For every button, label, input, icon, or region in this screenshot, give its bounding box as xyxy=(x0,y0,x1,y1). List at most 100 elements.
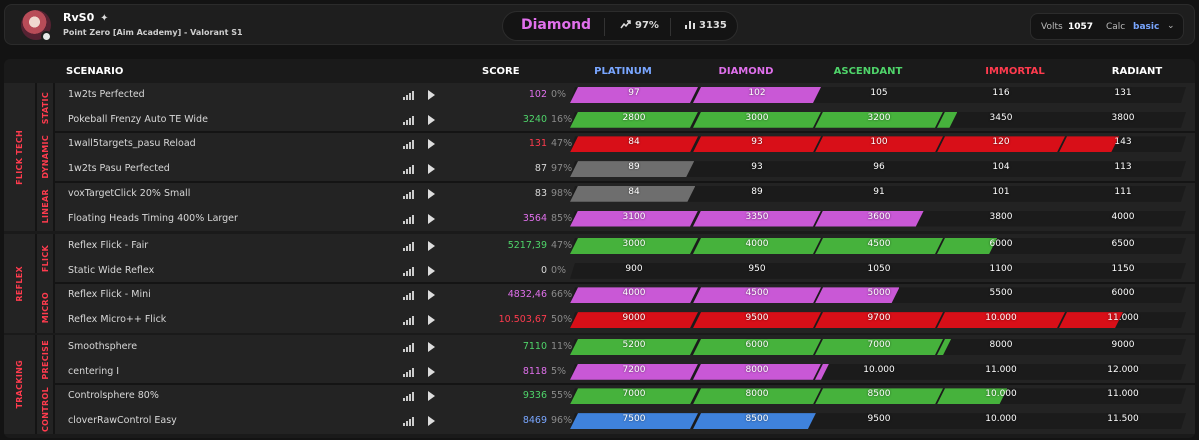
signal-bar xyxy=(403,322,405,326)
scenario-percent: 66% xyxy=(551,289,573,301)
volts-value: 1057 xyxy=(1068,22,1094,32)
threshold-ascendant: 96 xyxy=(873,162,885,173)
progress-segment xyxy=(937,136,1065,152)
signal-icon[interactable] xyxy=(403,417,414,427)
play-icon[interactable] xyxy=(428,90,435,100)
scenario-percent: 98% xyxy=(551,187,573,199)
play-icon[interactable] xyxy=(428,114,435,125)
category-label: REFLEX xyxy=(4,234,37,333)
scenario-row[interactable]: voxTargetClick 20% Small 83 98% 84 89 91 101 11… xyxy=(55,182,1195,207)
signal-icon[interactable] xyxy=(403,343,414,352)
signal-icon[interactable] xyxy=(403,189,414,199)
scenario-row[interactable]: Floating Heads Timing 400% Larger 3564 85%… xyxy=(55,207,1195,232)
threshold-radiant: 111 xyxy=(1114,186,1132,197)
scenario-name[interactable]: cloverRawControl Easy xyxy=(68,415,177,427)
scenario-name[interactable]: Floating Heads Timing 400% Larger xyxy=(68,212,238,224)
scenario-row[interactable]: Static Wide Reflex 0 0% 900 950 1050 1100 1150 xyxy=(55,259,1195,284)
threshold-diamond: 3000 xyxy=(745,112,769,123)
scenario-row[interactable]: 1w2ts Pasu Perfected 87 97% 89 93 96 104 113 xyxy=(55,157,1195,182)
scenario-row[interactable]: Pokeball Frenzy Auto TE Wide 3240 16% 2800 3… xyxy=(55,108,1195,133)
scenario-name[interactable]: 1w2ts Pasu Perfected xyxy=(68,163,170,175)
scenario-name[interactable]: Pokeball Frenzy Auto TE Wide xyxy=(68,113,208,125)
scenario-row[interactable]: Reflex Flick - Mini 4832,46 66% 4000 4500 500… xyxy=(55,283,1195,308)
signal-icon[interactable] xyxy=(403,316,414,326)
threshold-platinum: 97 xyxy=(628,88,640,98)
play-icon[interactable] xyxy=(428,342,435,352)
threshold-immortal: 10.000 xyxy=(985,313,1017,324)
scenario-name[interactable]: voxTargetClick 20% Small xyxy=(68,187,191,199)
scenario-percent: 97% xyxy=(551,163,573,175)
threshold-radiant: 11.000 xyxy=(1107,389,1139,400)
play-icon[interactable] xyxy=(428,241,435,251)
play-icon[interactable] xyxy=(428,391,435,402)
category-block-reflex: REFLEX FLICK Reflex Flick - Fair 5217,39 47%… xyxy=(4,234,1195,333)
scenario-row[interactable]: Reflex Micro++ Flick 10.503,67 50% 9000 9500… xyxy=(55,308,1195,333)
energy-value: 3135 xyxy=(699,20,727,31)
signal-icon[interactable] xyxy=(403,115,414,125)
chevron-down-icon[interactable]: ⌄ xyxy=(1167,21,1175,31)
volts-calc-selector[interactable]: Volts 1057 Calc basic ⌄ xyxy=(1030,13,1184,40)
signal-icon[interactable] xyxy=(403,367,414,377)
scenario-name[interactable]: Reflex Flick - Mini xyxy=(68,289,151,301)
play-icon[interactable] xyxy=(428,416,435,427)
threshold-radiant: 6500 xyxy=(1111,239,1135,249)
play-icon[interactable] xyxy=(428,315,435,326)
play-icon[interactable] xyxy=(428,290,435,301)
threshold-diamond: 4000 xyxy=(745,239,769,249)
scenario-score: 4832,46 xyxy=(507,289,547,301)
scenario-name[interactable]: centering I xyxy=(68,365,120,377)
signal-icon[interactable] xyxy=(403,140,414,150)
signal-icon[interactable] xyxy=(403,291,414,301)
signal-bar xyxy=(409,369,411,377)
play-icon[interactable] xyxy=(428,265,435,276)
progress-segment xyxy=(937,238,997,254)
scenario-row[interactable]: Controlsphere 80% 9336 55% 7000 8000 8500 10.0… xyxy=(55,384,1195,409)
signal-bar xyxy=(409,345,411,352)
progress-segment xyxy=(815,136,943,152)
header-platinum: PLATINUM xyxy=(594,66,652,77)
scenario-row[interactable]: Smoothsphere 7110 11% 5200 6000 7000 8000 9000 xyxy=(55,335,1195,360)
progress-segment xyxy=(815,388,943,404)
signal-bar xyxy=(406,421,408,427)
scenario-row[interactable]: centering I 8118 5% 7200 8000 10.000 11.000 12.… xyxy=(55,360,1195,385)
threshold-diamond: 950 xyxy=(748,263,766,274)
scenario-row[interactable]: 1wall5targets_pasu Reload 131 47% 84 93 100 12… xyxy=(55,132,1195,157)
signal-icon[interactable] xyxy=(403,214,414,224)
signal-icon[interactable] xyxy=(403,266,414,276)
scenario-name[interactable]: Smoothsphere xyxy=(68,341,138,352)
scenario-name[interactable]: 1w2ts Perfected xyxy=(68,89,145,100)
signal-icon[interactable] xyxy=(403,165,414,175)
scenario-name[interactable]: 1wall5targets_pasu Reload xyxy=(68,138,196,150)
play-icon[interactable] xyxy=(428,366,435,377)
threshold-platinum: 84 xyxy=(628,137,640,148)
signal-bar xyxy=(409,167,411,175)
signal-bar xyxy=(409,142,411,150)
signal-bar xyxy=(409,93,411,100)
scenario-row[interactable]: Reflex Flick - Fair 5217,39 47% 3000 4000 450… xyxy=(55,234,1195,259)
signal-bar xyxy=(412,91,414,100)
scenario-name[interactable]: Controlsphere 80% xyxy=(68,390,159,402)
signal-icon[interactable] xyxy=(403,392,414,402)
play-icon[interactable] xyxy=(428,139,435,150)
scenario-name[interactable]: Static Wide Reflex xyxy=(68,264,155,276)
scenario-row[interactable]: 1w2ts Perfected 102 0% 97 102 105 116 131 xyxy=(55,83,1195,108)
scenario-score: 9336 xyxy=(522,390,547,402)
scenario-row[interactable]: cloverRawControl Easy 8469 96% 7500 8500 9500… xyxy=(55,409,1195,434)
scenario-name[interactable]: Reflex Micro++ Flick xyxy=(68,314,167,326)
signal-bar xyxy=(409,419,411,427)
threshold-radiant: 143 xyxy=(1114,137,1132,148)
signal-bar xyxy=(409,191,411,199)
scenario-name[interactable]: Reflex Flick - Fair xyxy=(68,240,149,251)
scenario-percent: 96% xyxy=(551,415,573,427)
play-icon[interactable] xyxy=(428,164,435,175)
scenario-percent: 5% xyxy=(551,365,567,377)
threshold-radiant: 131 xyxy=(1114,88,1132,98)
threshold-ascendant: 3600 xyxy=(867,211,891,222)
signal-icon[interactable] xyxy=(403,91,414,100)
play-icon[interactable] xyxy=(428,213,435,224)
play-icon[interactable] xyxy=(428,188,435,199)
signal-icon[interactable] xyxy=(403,242,414,251)
threshold-ascendant: 8500 xyxy=(867,389,891,400)
scenario-percent: 11% xyxy=(551,341,573,352)
progress-segment xyxy=(570,388,698,404)
